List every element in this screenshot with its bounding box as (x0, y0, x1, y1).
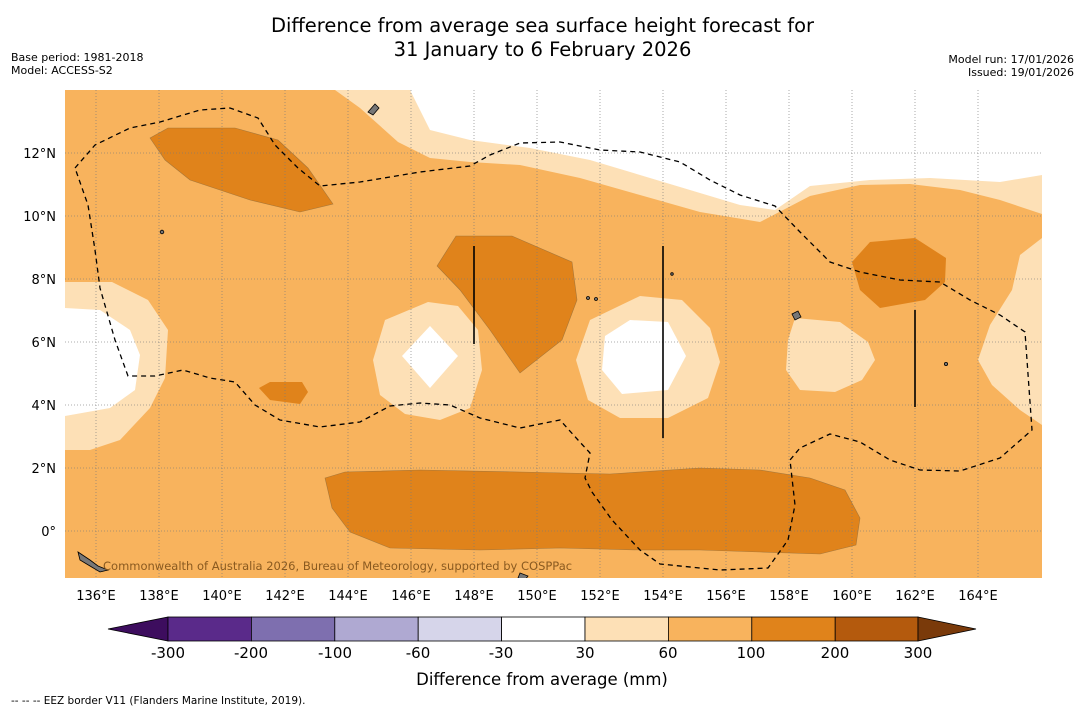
lon-label: 140°E (202, 589, 242, 604)
lon-label: 150°E (517, 589, 557, 604)
field-100-200-ne (852, 238, 946, 308)
lat-axis: 12°N 10°N 8°N 6°N 4°N 2°N 0° (23, 147, 56, 540)
title-line-1: Difference from average sea surface heig… (270, 14, 815, 37)
legend-swatch (501, 616, 586, 642)
legend-tick: -100 (318, 644, 352, 662)
lat-label: 6°N (32, 336, 57, 351)
eez-borders (74, 107, 1033, 571)
lon-label: 152°E (580, 589, 620, 604)
field-neutral-ring-a (402, 326, 458, 388)
lon-label: 164°E (958, 589, 998, 604)
color-legend (107, 616, 977, 642)
map-plot-area: Commonwealth of Australia 2026, Bureau o… (65, 90, 1042, 578)
lat-label: 10°N (23, 210, 56, 225)
legend-swatch (417, 616, 503, 642)
metadata-left: Base period: 1981-2018 Model: ACCESS-S2 (11, 51, 143, 77)
graticule (65, 90, 1042, 578)
lat-label: 0° (41, 525, 56, 540)
lat-label: 2°N (32, 462, 57, 477)
map-title: Difference from average sea surface heig… (0, 14, 1085, 62)
islands (77, 103, 949, 578)
metadata-right: Model run: 17/01/2026 Issued: 19/01/2026 (948, 53, 1074, 79)
legend-label: Difference from average (mm) (416, 670, 668, 689)
issued-date: Issued: 19/01/2026 (967, 66, 1074, 79)
legend-tick: -30 (489, 644, 514, 662)
lon-label: 144°E (328, 589, 368, 604)
model-name: Model: ACCESS-S2 (11, 64, 113, 77)
lon-label: 160°E (832, 589, 872, 604)
field-100-200-small (259, 382, 308, 404)
lon-label: 156°E (706, 589, 746, 604)
legend-swatch (334, 616, 419, 642)
legend-swatch (668, 616, 753, 642)
lon-axis: 136°E 138°E 140°E 142°E 144°E 146°E 148°… (76, 589, 998, 604)
field-neutral-ring-b (602, 320, 686, 394)
legend-swatch (751, 616, 836, 642)
lon-label: 154°E (643, 589, 683, 604)
lon-label: 146°E (391, 589, 431, 604)
field-100-200-center (437, 236, 577, 373)
map-credit: Commonwealth of Australia 2026, Bureau o… (103, 559, 572, 573)
legend-ticks: -300 -200 -100 -60 -30 30 60 100 200 300 (151, 644, 932, 662)
boundary-lines (473, 246, 916, 438)
lon-label: 158°E (769, 589, 809, 604)
field-neutral-west (65, 308, 140, 416)
legend-tick: 300 (904, 644, 933, 662)
lat-label: 12°N (23, 147, 56, 162)
title-line-2: 31 January to 6 February 2026 (393, 38, 692, 61)
legend-tick: 60 (658, 644, 677, 662)
eez-footnote: -- -- -- EEZ border V11 (Flanders Marine… (11, 695, 306, 707)
legend-tick: -200 (234, 644, 268, 662)
field-30-60-east-blob (786, 318, 875, 392)
field-30-60-east (978, 238, 1042, 425)
lat-label: 8°N (32, 273, 57, 288)
legend-tick: -300 (151, 644, 185, 662)
legend-swatch (834, 616, 919, 642)
model-run: Model run: 17/01/2026 (948, 53, 1074, 66)
legend-tick: 100 (737, 644, 766, 662)
lon-label: 162°E (895, 589, 935, 604)
field-100-200-south (325, 468, 860, 554)
lat-label: 4°N (32, 399, 57, 414)
lon-label: 142°E (265, 589, 305, 604)
lon-label: 138°E (139, 589, 179, 604)
legend-swatch (167, 616, 252, 642)
legend-swatch (584, 616, 669, 642)
legend-tick: -60 (406, 644, 431, 662)
lon-label: 136°E (76, 589, 116, 604)
base-period: Base period: 1981-2018 (11, 51, 144, 64)
legend-extend-high (917, 616, 977, 642)
legend-tick: 200 (821, 644, 850, 662)
legend-extend-low (107, 616, 169, 642)
legend-tick: 30 (575, 644, 594, 662)
lon-label: 148°E (454, 589, 494, 604)
legend-swatch (250, 616, 336, 642)
